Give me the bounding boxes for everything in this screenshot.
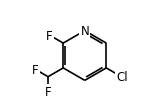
- Text: F: F: [46, 29, 53, 42]
- Text: F: F: [32, 63, 39, 76]
- Text: F: F: [45, 85, 51, 98]
- Text: Cl: Cl: [116, 71, 128, 84]
- Text: N: N: [80, 25, 89, 38]
